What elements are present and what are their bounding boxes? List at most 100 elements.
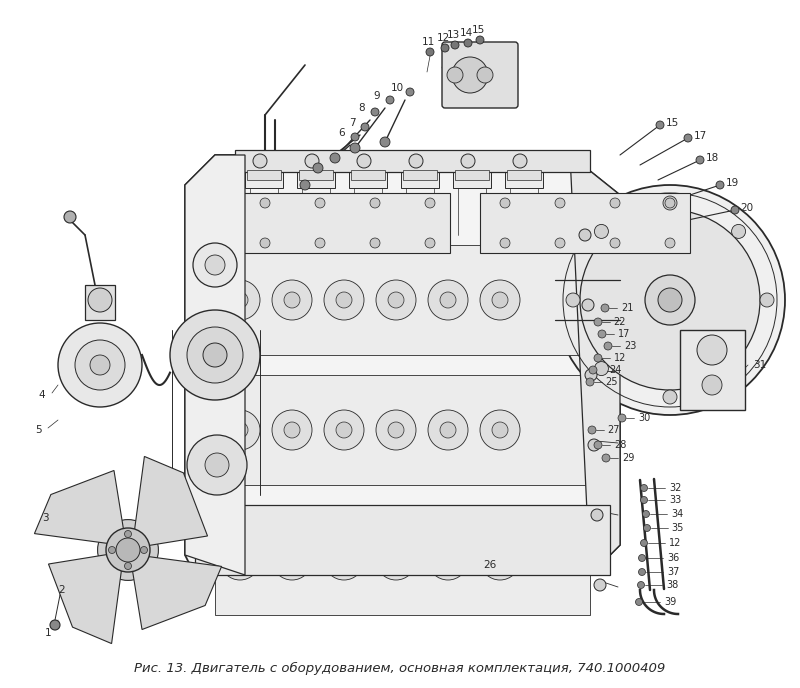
Polygon shape [133,456,207,547]
Circle shape [513,154,527,168]
Circle shape [663,390,677,404]
Circle shape [300,180,310,190]
Text: 28: 28 [614,440,626,450]
Circle shape [253,154,267,168]
Circle shape [205,255,225,275]
Circle shape [440,292,456,308]
Circle shape [500,238,510,248]
Circle shape [109,546,115,554]
Circle shape [315,238,325,248]
Circle shape [284,292,300,308]
Text: 5: 5 [34,425,42,435]
Polygon shape [185,155,620,575]
Circle shape [232,292,248,308]
Circle shape [425,238,435,248]
Circle shape [582,299,594,311]
Circle shape [641,484,647,491]
Circle shape [452,57,488,93]
Circle shape [477,67,493,83]
Circle shape [116,538,140,562]
Circle shape [480,410,520,450]
Text: 2: 2 [58,585,66,595]
Circle shape [220,280,260,320]
Circle shape [141,546,147,554]
Circle shape [638,555,646,561]
Circle shape [371,108,379,116]
Circle shape [588,426,596,434]
Polygon shape [570,155,620,575]
Circle shape [90,355,110,375]
Bar [215,505,590,615]
Circle shape [492,422,508,438]
Circle shape [480,540,520,580]
Circle shape [594,354,602,362]
Bar [507,170,541,180]
Circle shape [232,552,248,568]
Circle shape [663,196,677,210]
Circle shape [336,292,352,308]
Text: 29: 29 [622,453,634,463]
Circle shape [476,36,484,44]
Circle shape [220,540,260,580]
Text: 6: 6 [338,128,346,138]
Circle shape [284,422,300,438]
Circle shape [357,154,371,168]
Text: 14: 14 [459,28,473,38]
Circle shape [203,343,227,367]
Circle shape [480,280,520,320]
Circle shape [58,323,142,407]
Circle shape [426,48,434,56]
Circle shape [324,540,364,580]
Bar [403,170,437,180]
Bar [195,505,610,575]
Text: 11: 11 [422,37,434,47]
Circle shape [284,552,300,568]
Circle shape [187,327,243,383]
Circle shape [409,154,423,168]
Circle shape [330,153,340,163]
Circle shape [315,198,325,208]
Circle shape [642,510,650,517]
Bar [401,170,439,188]
Text: 27: 27 [608,425,620,435]
Circle shape [447,67,463,83]
Circle shape [697,335,727,365]
Circle shape [313,163,323,173]
Circle shape [641,539,647,546]
Circle shape [638,581,645,588]
Text: 31: 31 [754,360,766,370]
Polygon shape [130,555,222,630]
Circle shape [428,280,468,320]
Circle shape [555,238,565,248]
Bar [505,170,543,188]
Circle shape [425,198,435,208]
Text: 20: 20 [741,203,754,213]
Circle shape [461,154,475,168]
Circle shape [351,133,359,141]
Bar [85,285,115,320]
Circle shape [336,422,352,438]
Text: 33: 33 [669,495,681,505]
Circle shape [125,530,131,537]
Text: 15: 15 [471,25,485,35]
Circle shape [350,143,360,153]
Circle shape [665,238,675,248]
Circle shape [610,238,620,248]
Circle shape [731,362,746,376]
Bar [245,170,283,188]
Circle shape [656,121,664,129]
Circle shape [684,134,692,142]
Circle shape [106,528,150,572]
Bar [453,170,491,188]
Circle shape [760,293,774,307]
Text: 7: 7 [349,118,355,128]
Circle shape [555,185,785,415]
Circle shape [665,198,675,208]
Bar [480,193,690,253]
Circle shape [492,292,508,308]
Circle shape [220,410,260,450]
Bar [455,170,489,180]
Text: 1: 1 [45,628,51,638]
Circle shape [645,275,695,325]
Text: 3: 3 [42,513,48,523]
